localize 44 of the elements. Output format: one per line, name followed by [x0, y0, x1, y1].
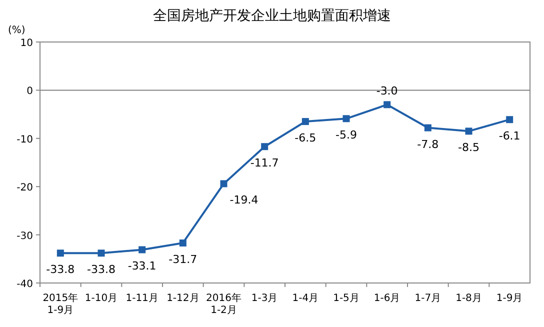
point — [506, 116, 514, 124]
data-label: -8.5 — [458, 141, 480, 154]
data-label: -33.1 — [128, 260, 156, 273]
x-tick-label: 1-4月 — [292, 293, 319, 304]
x-tick-label: 1-10月 — [84, 293, 118, 304]
data-label: -3.0 — [376, 84, 398, 98]
point — [56, 250, 64, 257]
data-label: -11.7 — [250, 156, 279, 170]
x-tick-label: 1-12月 — [166, 293, 200, 304]
x-tick-label: 1-8月 — [456, 293, 482, 304]
data-label: -33.8 — [46, 263, 75, 276]
x-tick-label: 1-6月 — [374, 293, 400, 304]
y-tick-label: 0 — [26, 86, 33, 98]
point — [220, 180, 228, 188]
y-tick-label: -30 — [16, 230, 33, 242]
chart-title: 全国房地产开发企业土地购置面积增速 — [153, 8, 391, 24]
y-tick-label: -40 — [16, 279, 33, 290]
x-tick-label: 1-7月 — [414, 293, 442, 304]
data-label: -31.7 — [168, 252, 198, 266]
data-label: -6.1 — [498, 130, 520, 143]
data-label: -19.4 — [230, 194, 258, 207]
x-tick-label: 1-9月 — [496, 293, 523, 304]
point — [302, 118, 309, 126]
point — [465, 128, 472, 135]
point — [384, 101, 391, 108]
point — [261, 143, 268, 150]
x-tick-label: 2015年 1-9月 — [42, 292, 78, 316]
point — [424, 124, 432, 132]
point — [342, 115, 350, 122]
data-label: -5.9 — [336, 128, 357, 142]
x-tick-label: 1-3月 — [251, 293, 278, 304]
data-label: -6.5 — [294, 132, 316, 145]
y-tick-label: 10 — [20, 38, 33, 49]
y-axis-title: (%) — [8, 25, 26, 36]
point — [138, 246, 146, 254]
point — [179, 239, 186, 246]
y-tick-label: -20 — [16, 182, 33, 194]
data-label: -7.8 — [417, 138, 439, 151]
y-tick-label: -10 — [16, 134, 33, 146]
x-tick-label: 2016年 1-2月 — [206, 292, 242, 316]
x-tick-label: 1-11月 — [126, 293, 158, 304]
x-tick-label: 1-5月 — [333, 293, 360, 304]
point — [98, 250, 105, 257]
data-label: -33.8 — [87, 263, 116, 276]
